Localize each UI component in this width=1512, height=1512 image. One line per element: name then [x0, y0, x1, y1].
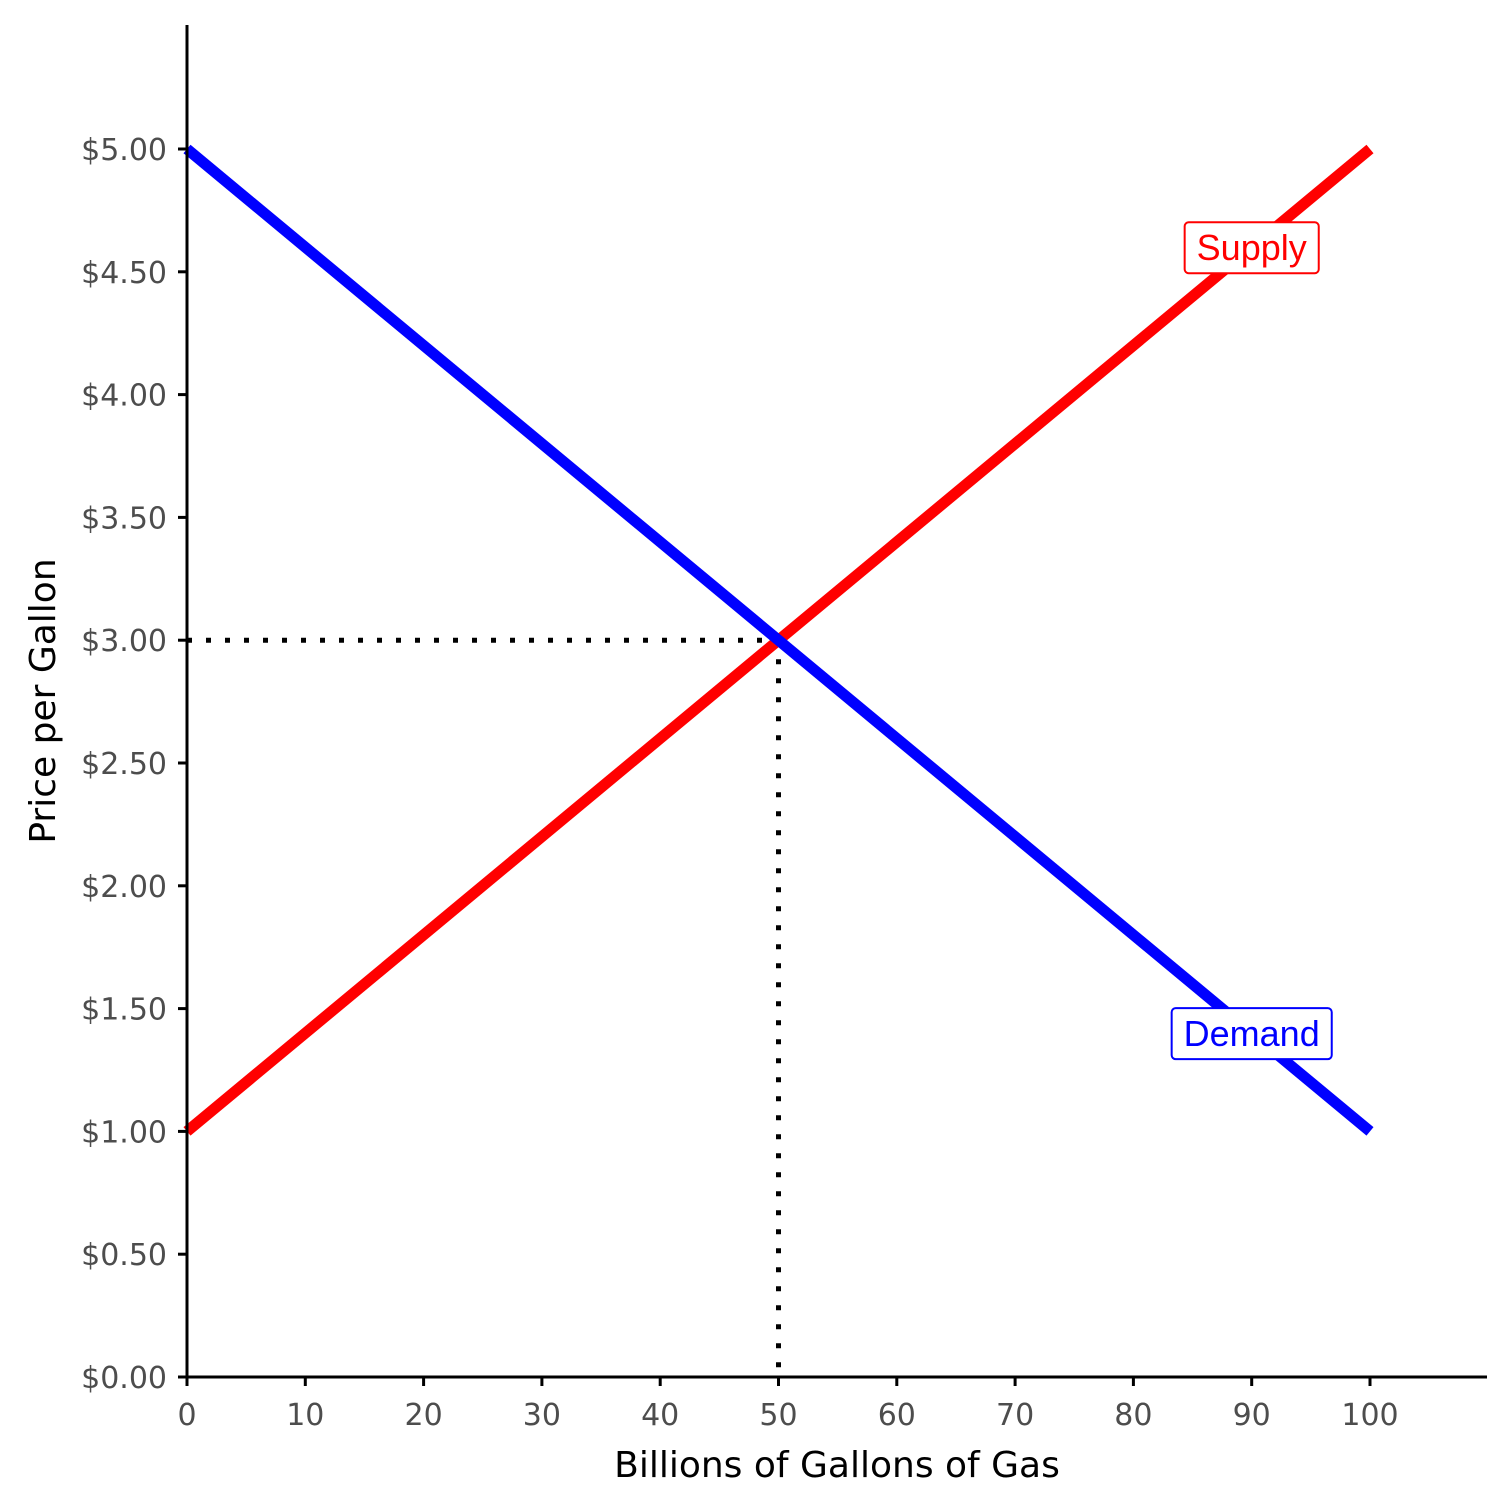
x-tick-label: 20	[405, 1398, 443, 1433]
x-tick-label: 70	[996, 1398, 1034, 1433]
y-tick-label: $0.50	[81, 1238, 167, 1273]
x-tick-label: 40	[641, 1398, 679, 1433]
x-tick-label: 30	[523, 1398, 561, 1433]
x-tick-label: 50	[759, 1398, 797, 1433]
y-tick-label: $5.00	[81, 133, 167, 168]
x-tick-label: 100	[1341, 1398, 1398, 1433]
y-tick-label: $4.00	[81, 379, 167, 414]
x-tick-label: 10	[286, 1398, 324, 1433]
y-tick-label: $2.50	[81, 747, 167, 782]
axes	[185, 25, 1487, 1379]
demand-label-box	[1170, 1007, 1333, 1061]
supply-label-text: Supply	[1197, 227, 1307, 268]
y-tick-label: $4.50	[81, 256, 167, 291]
ticks: 0 10 20 30 40 50 60 70 80 90 100 $0.00 $0.50 $1.00 $1.…	[81, 133, 1399, 1433]
y-axis-title: Price per Gallon	[23, 558, 64, 843]
supply-label: Supply	[1183, 221, 1320, 275]
supply-label-box	[1183, 221, 1320, 275]
demand-line	[183, 144, 1374, 1136]
equilibrium-guides	[187, 637, 781, 1377]
x-tick-label: 0	[177, 1398, 196, 1433]
y-tick-label: $3.00	[81, 624, 167, 659]
x-tick-label: 90	[1233, 1398, 1271, 1433]
x-tick-label: 80	[1114, 1398, 1152, 1433]
demand-label-text: Demand	[1184, 1013, 1320, 1054]
y-tick-label: $2.00	[81, 870, 167, 905]
y-tick-label: $1.50	[81, 993, 167, 1028]
x-axis-title: Billions of Gallons of Gas	[614, 1445, 1060, 1486]
demand-label: Demand	[1170, 1007, 1333, 1061]
y-tick-label: $1.00	[81, 1115, 167, 1150]
curve-labels: Supply Demand	[1170, 221, 1333, 1061]
y-tick-label: $0.00	[81, 1361, 167, 1396]
x-tick-label: 60	[878, 1398, 916, 1433]
y-tick-label: $3.50	[81, 501, 167, 536]
series-lines	[183, 144, 1374, 1136]
